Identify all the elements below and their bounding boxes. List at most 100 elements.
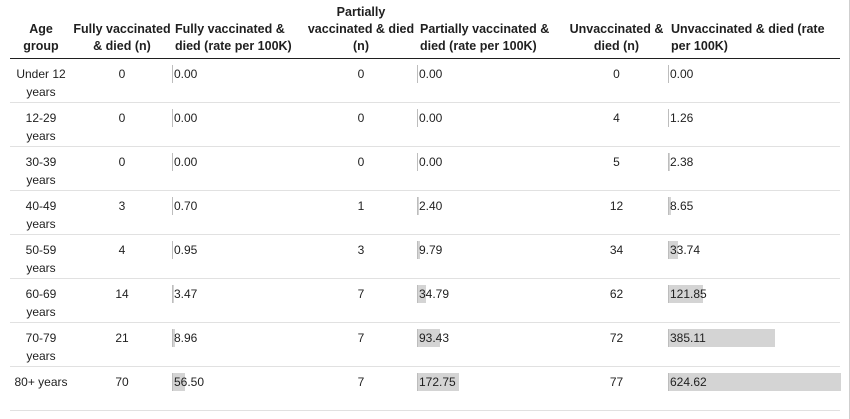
- partially-vaccinated-count-cell: 7: [305, 366, 417, 411]
- rate-value: 0.00: [419, 154, 443, 169]
- age-group-cell: 40-49 years: [10, 190, 72, 235]
- rate-value: 0.00: [174, 110, 198, 125]
- vaccination-deaths-table: Age group Fully vaccinated & died (n) Fu…: [10, 0, 841, 411]
- rate-bar-fill: [172, 64, 173, 83]
- rate-bar-track: 2.38: [668, 152, 840, 171]
- rate-value: 121.85: [670, 286, 707, 301]
- rate-bar-track: 8.65: [668, 196, 840, 215]
- rate-value: 8.65: [670, 198, 694, 213]
- rate-bar-fill: [417, 64, 418, 83]
- rate-bar-track: 93.43: [417, 328, 565, 347]
- unvaccinated-count-cell: 0: [565, 58, 668, 103]
- rate-value: 385.11: [670, 330, 706, 345]
- rate-value: 9.79: [419, 242, 443, 257]
- rate-bar-cell: 3.47: [172, 278, 305, 323]
- rate-bar-fill: [417, 108, 418, 127]
- rate-value: 0.00: [419, 66, 443, 81]
- rate-value: 2.40: [419, 198, 443, 213]
- rate-bar-fill: [172, 284, 174, 303]
- unvaccinated-count-cell: 72: [565, 322, 668, 367]
- rate-value: 2.38: [670, 154, 694, 169]
- partially-vaccinated-count-cell: 0: [305, 58, 417, 103]
- age-group-cell: Under 12 years: [10, 58, 72, 103]
- rate-value: 8.96: [174, 330, 198, 345]
- table-header-row: Age group Fully vaccinated & died (n) Fu…: [10, 0, 840, 59]
- rate-value: 3.47: [174, 286, 198, 301]
- table-row: Under 12 years 0 0.00 0 0.00 0 0.00: [10, 58, 840, 103]
- rate-bar-fill: [172, 372, 186, 391]
- rate-value: 0.00: [419, 110, 443, 125]
- rate-bar-cell: 34.79: [417, 278, 565, 323]
- rate-value: 172.75: [419, 374, 456, 389]
- fully-vaccinated-count-cell: 0: [72, 146, 172, 191]
- rate-bar-fill: [668, 240, 679, 259]
- rate-bar-track: 172.75: [417, 372, 565, 391]
- column-header-partially-vaccinated-rate: Partially vaccinated & died (rate per 10…: [417, 0, 565, 59]
- age-group-cell: 60-69 years: [10, 278, 72, 323]
- rate-bar-cell: 0.00: [172, 58, 305, 103]
- column-header-fully-vaccinated-rate: Fully vaccinated & died (rate per 100K): [172, 0, 305, 59]
- age-group-cell: 50-59 years: [10, 234, 72, 279]
- partially-vaccinated-count-cell: 3: [305, 234, 417, 279]
- rate-bar-track: 0.00: [417, 152, 565, 171]
- rate-bar-cell: 0.00: [417, 102, 565, 147]
- rate-bar-fill: [417, 284, 427, 303]
- table-row: 80+ years 70 56.50 7 172.75 77 624.62: [10, 366, 841, 411]
- rate-bar-cell: 0.00: [172, 146, 305, 191]
- rate-bar-cell: 8.65: [668, 190, 840, 235]
- rate-bar-track: 34.79: [417, 284, 565, 303]
- fully-vaccinated-count-cell: 3: [72, 190, 172, 235]
- age-group-cell: 30-39 years: [10, 146, 72, 191]
- rate-bar-track: 0.95: [172, 240, 305, 259]
- rate-bar-track: 33.74: [668, 240, 840, 259]
- column-header-unvaccinated-count: Unvaccinated & died (n): [565, 0, 668, 59]
- rate-bar-fill: [417, 328, 441, 347]
- table-row: 70-79 years 21 8.96 7 93.43 72 385.11: [10, 322, 840, 367]
- rate-bar-track: 0.00: [172, 152, 305, 171]
- rate-bar-cell: 624.62: [668, 366, 841, 411]
- fully-vaccinated-count-cell: 14: [72, 278, 172, 323]
- rate-value: 1.26: [670, 110, 694, 125]
- rate-value: 33.74: [670, 242, 701, 257]
- rate-bar-fill: [668, 284, 703, 303]
- rate-bar-fill: [172, 240, 174, 259]
- rate-bar-cell: 56.50: [172, 366, 305, 411]
- rate-bar-cell: 1.26: [668, 102, 840, 147]
- unvaccinated-count-cell: 62: [565, 278, 668, 323]
- rate-bar-fill: [668, 328, 776, 347]
- rate-bar-track: 1.26: [668, 108, 840, 127]
- rate-bar-fill: [668, 372, 841, 391]
- age-group-cell: 12-29 years: [10, 102, 72, 147]
- age-group-cell: 80+ years: [10, 366, 72, 411]
- table-row: 60-69 years 14 3.47 7 34.79 62 121.85: [10, 278, 840, 323]
- partially-vaccinated-count-cell: 0: [305, 102, 417, 147]
- rate-value: 0.95: [174, 242, 198, 257]
- rate-bar-track: 0.70: [172, 196, 305, 215]
- rate-bar-track: 121.85: [668, 284, 840, 303]
- fully-vaccinated-count-cell: 70: [72, 366, 172, 411]
- rate-bar-cell: 33.74: [668, 234, 840, 279]
- rate-bar-cell: 0.00: [668, 58, 840, 103]
- rate-bar-fill: [172, 196, 174, 215]
- rate-bar-fill: [668, 108, 670, 127]
- partially-vaccinated-count-cell: 0: [305, 146, 417, 191]
- rate-bar-track: 624.62: [668, 372, 841, 391]
- fully-vaccinated-count-cell: 21: [72, 322, 172, 367]
- rate-bar-cell: 0.00: [417, 146, 565, 191]
- unvaccinated-count-cell: 4: [565, 102, 668, 147]
- table-body: Under 12 years 0 0.00 0 0.00 0 0.00 12-29 years…: [10, 58, 841, 411]
- rate-bar-track: 9.79: [417, 240, 565, 259]
- rate-bar-cell: 2.40: [417, 190, 565, 235]
- partially-vaccinated-count-cell: 7: [305, 278, 417, 323]
- partially-vaccinated-count-cell: 7: [305, 322, 417, 367]
- age-group-cell: 70-79 years: [10, 322, 72, 367]
- table-row: 50-59 years 4 0.95 3 9.79 34 33.74: [10, 234, 840, 279]
- rate-bar-fill: [172, 152, 173, 171]
- rate-bar-track: 2.40: [417, 196, 565, 215]
- rate-bar-track: 0.00: [172, 108, 305, 127]
- rate-bar-cell: 385.11: [668, 322, 840, 367]
- column-header-unvaccinated-rate: Unvaccinated & died (rate per 100K): [668, 0, 840, 59]
- unvaccinated-count-cell: 5: [565, 146, 668, 191]
- rate-bar-fill: [417, 240, 421, 259]
